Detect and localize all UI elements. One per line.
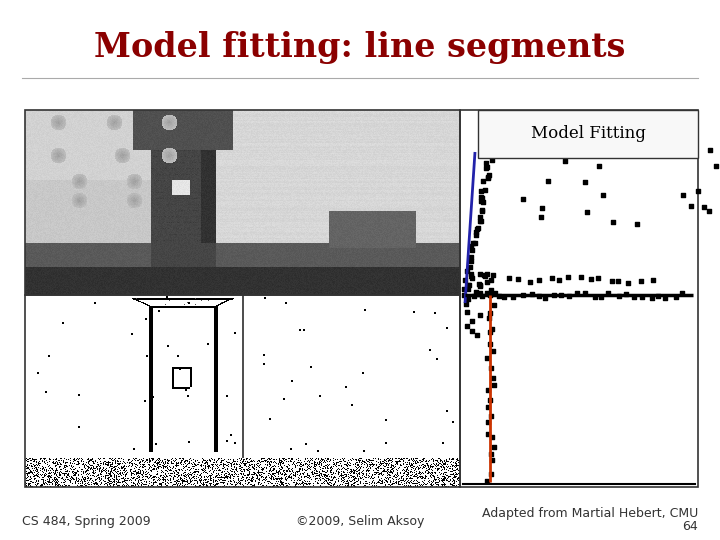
Bar: [25, 110, 460, 295]
Bar: [25, 295, 460, 487]
Text: CS 484, Spring 2009: CS 484, Spring 2009: [22, 516, 150, 529]
Text: ©2009, Selim Aksoy: ©2009, Selim Aksoy: [296, 516, 424, 529]
Text: Adapted from Martial Hebert, CMU: Adapted from Martial Hebert, CMU: [482, 508, 698, 521]
Text: Model fitting: line segments: Model fitting: line segments: [94, 31, 626, 64]
Bar: [460, 110, 698, 487]
Bar: [478, 110, 698, 158]
Text: 64: 64: [683, 519, 698, 532]
Text: Model Fitting: Model Fitting: [531, 125, 645, 143]
